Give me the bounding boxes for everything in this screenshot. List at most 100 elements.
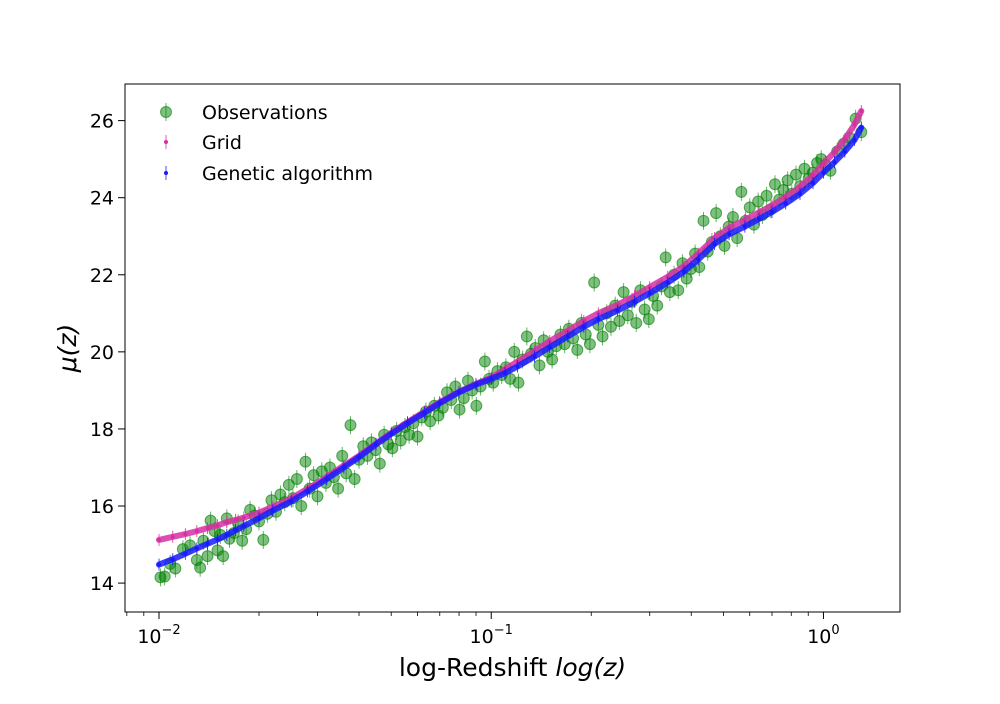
genetic-algorithm-point	[615, 308, 620, 313]
y-tick-label: 20	[90, 342, 114, 364]
grid-point	[157, 537, 162, 542]
observation-point	[642, 313, 655, 326]
genetic-algorithm-point	[341, 465, 346, 470]
genetic-algorithm-point	[357, 455, 362, 460]
observation-point	[613, 315, 626, 328]
legend-grid-label: Grid	[202, 132, 242, 154]
observation-point	[583, 338, 596, 351]
genetic-algorithm-point	[515, 364, 520, 369]
genetic-algorithm-point	[474, 382, 479, 387]
observation-point	[453, 403, 466, 416]
grid-point	[215, 523, 220, 528]
x-axis: 10−2 10−1 100	[126, 612, 840, 648]
grid-point	[170, 534, 175, 539]
grid-point	[842, 137, 847, 142]
grid-point	[233, 517, 238, 522]
genetic-algorithm-point	[852, 137, 857, 142]
genetic-algorithm-point	[742, 224, 747, 229]
genetic-algorithm-point	[257, 516, 262, 521]
observation-point	[781, 174, 794, 187]
genetic-algorithm-point	[224, 532, 229, 537]
x-axis-label: log-Redshift log(z)	[399, 653, 626, 682]
genetic-algorithm-point	[712, 241, 717, 246]
observation-point	[373, 457, 386, 470]
genetic-algorithm-band	[156, 124, 865, 568]
observation-point	[726, 210, 739, 223]
observation-point	[533, 359, 546, 372]
genetic-algorithm-point	[233, 528, 238, 533]
y-tick-label: 26	[90, 111, 114, 133]
grid-point	[727, 225, 732, 230]
observation-point	[394, 434, 407, 447]
genetic-algorithm-point	[437, 401, 442, 406]
legend-genetic-algorithm-label: Genetic algorithm	[202, 163, 373, 185]
observation-point	[743, 201, 756, 214]
observation-point	[790, 168, 803, 181]
observation-point	[752, 195, 765, 208]
observation-point	[411, 430, 424, 443]
genetic-algorithm-point	[170, 557, 175, 562]
x-axis-label-math: log(z)	[555, 653, 626, 682]
genetic-algorithm-point	[821, 170, 826, 175]
observation-point	[588, 276, 601, 289]
observation-point	[768, 178, 781, 191]
observation-point	[424, 415, 437, 428]
observation-point	[194, 561, 207, 574]
observation-point	[470, 399, 483, 412]
observation-point	[710, 207, 723, 220]
observation-point	[520, 330, 533, 343]
genetic-algorithm-point	[532, 354, 537, 359]
observation-point	[478, 355, 491, 368]
genetic-algorithm-point	[647, 291, 652, 296]
genetic-algorithm-point	[810, 181, 815, 186]
genetic-algorithm-point	[632, 299, 637, 304]
genetic-algorithm-point	[389, 431, 394, 436]
grid-point	[647, 285, 652, 290]
genetic-algorithm-point	[547, 345, 552, 350]
legend-grid-marker	[164, 140, 168, 144]
observation-point	[659, 251, 672, 264]
genetic-algorithm-point	[241, 524, 246, 529]
observation-point	[672, 284, 685, 297]
observation-point	[348, 473, 361, 486]
observation-point	[630, 316, 643, 329]
genetic-algorithm-point	[832, 160, 837, 165]
observation-point	[621, 309, 634, 322]
genetic-algorithm-point	[305, 489, 310, 494]
observation-point	[295, 500, 308, 513]
genetic-algorithm-point	[665, 280, 670, 285]
grid-point	[757, 210, 762, 215]
legend: Observations Grid Genetic algorithm	[160, 102, 373, 185]
observation-point	[596, 330, 609, 343]
grid-point	[783, 194, 788, 199]
observation-point	[332, 482, 345, 495]
grid-point	[859, 108, 864, 113]
grid-point	[742, 218, 747, 223]
y-axis-label: μ(z)	[53, 324, 82, 374]
observation-point	[201, 550, 214, 563]
observation-point	[236, 534, 249, 547]
genetic-algorithm-point	[194, 546, 199, 551]
observation-point	[760, 189, 773, 202]
genetic-algorithm-point	[502, 371, 507, 376]
x-tick-label: 100	[807, 623, 839, 648]
y-tick-label: 24	[90, 188, 114, 210]
genetic-algorithm-point	[797, 191, 802, 196]
grid-point	[797, 184, 802, 189]
y-tick-label: 18	[90, 419, 114, 441]
observation-point	[508, 345, 521, 358]
genetic-algorithm-point	[783, 201, 788, 206]
observation-point	[651, 299, 664, 312]
genetic-algorithm-point	[405, 421, 410, 426]
grid-point	[183, 532, 188, 537]
observation-point	[290, 473, 303, 486]
genetic-algorithm-point	[769, 209, 774, 214]
grid-point	[224, 520, 229, 525]
y-tick-label: 14	[90, 573, 114, 595]
genetic-algorithm-point	[565, 334, 570, 339]
legend-observations-marker	[160, 106, 172, 118]
observation-point	[299, 455, 312, 468]
genetic-algorithm-point	[727, 232, 732, 237]
grid-point	[821, 161, 826, 166]
grid-band	[156, 108, 865, 543]
